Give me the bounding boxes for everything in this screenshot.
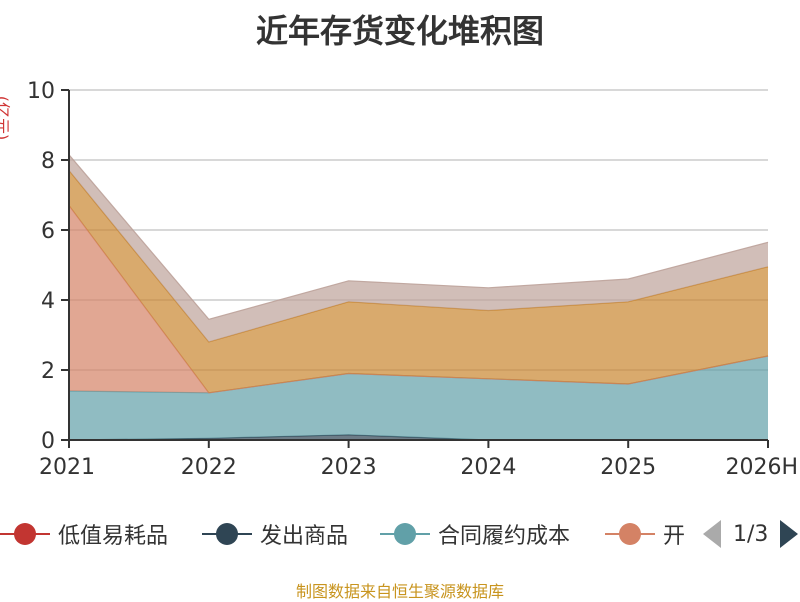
y-tick-label: 10 <box>27 79 55 104</box>
area-series <box>68 154 769 441</box>
x-tick-label: 2025 <box>600 455 656 480</box>
legend-item-3[interactable]: 开 <box>605 514 685 554</box>
chart-title: 近年存货变化堆积图 <box>255 12 544 50</box>
legend-marker-icon <box>202 514 252 554</box>
legend-label: 合同履约成本 <box>438 524 571 549</box>
legend-label: 发出商品 <box>260 524 349 549</box>
legend: 低值易耗品 发出商品 合同履约成本 开 1/3 <box>0 514 800 554</box>
area-series-3 <box>69 205 768 393</box>
x-tick-label: 2026H <box>725 455 798 480</box>
area-series-5 <box>69 154 768 342</box>
area-series-2 <box>69 356 768 440</box>
legend-prev-page-icon[interactable] <box>703 520 721 548</box>
data-source-note: 制图数据来自恒生聚源数据库 <box>295 582 504 601</box>
legend-item-0[interactable]: 低值易耗品 <box>0 514 168 554</box>
legend-item-2[interactable]: 合同履约成本 <box>380 514 570 554</box>
y-tick-label: 0 <box>41 429 55 454</box>
y-tick-label: 4 <box>41 289 55 314</box>
legend-marker-dot <box>14 523 36 545</box>
legend-next-page-icon[interactable] <box>780 520 799 548</box>
legend-marker-dot <box>619 523 641 545</box>
legend-pager: 1/3 <box>700 514 800 554</box>
series-line-5 <box>68 154 769 320</box>
area-series-4 <box>69 170 768 393</box>
legend-marker-icon <box>380 514 430 554</box>
x-tick-label: 2022 <box>181 455 237 480</box>
y-tick-label: 8 <box>41 149 55 174</box>
x-tick-label: 2023 <box>321 455 377 480</box>
legend-marker-dot <box>216 523 238 545</box>
legend-item-1[interactable]: 发出商品 <box>202 514 348 554</box>
axes <box>61 89 769 448</box>
x-tick-label: 2021 <box>39 455 95 480</box>
legend-label: 开 <box>663 524 686 549</box>
y-tick-label: 2 <box>41 359 55 384</box>
legend-marker-dot <box>394 523 416 545</box>
x-tick-label: 2024 <box>460 455 516 480</box>
legend-marker-icon <box>605 514 655 554</box>
y-tick-label: 6 <box>41 219 55 244</box>
legend-marker-icon <box>0 514 50 554</box>
legend-label: 低值易耗品 <box>58 524 169 549</box>
legend-page-indicator: 1/3 <box>733 521 769 547</box>
tick-labels: 0 2 4 6 8 10 2021 2022 2023 2024 2025 2026H <box>27 79 798 480</box>
